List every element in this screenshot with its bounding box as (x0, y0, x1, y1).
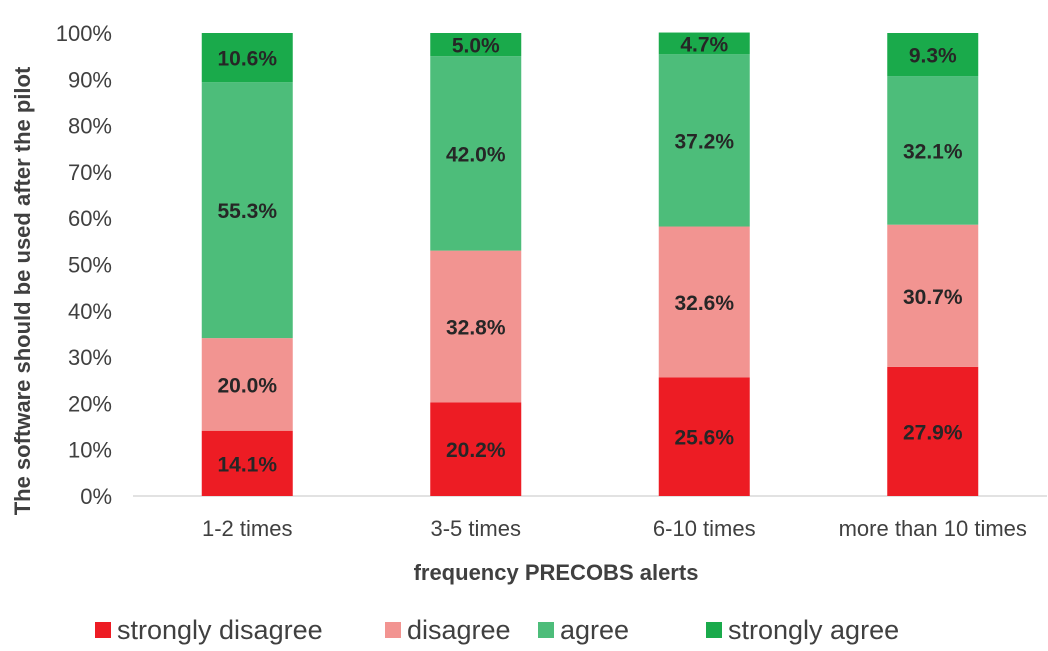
y-tick-label: 60% (68, 206, 112, 231)
legend-swatch (538, 622, 554, 638)
data-label: 30.7% (903, 286, 963, 309)
data-label: 20.0% (217, 374, 277, 397)
bar-segment (430, 56, 522, 251)
y-tick-label: 10% (68, 438, 112, 463)
bar-segment (201, 82, 293, 339)
data-label: 5.0% (452, 35, 500, 58)
bar-segment (658, 226, 750, 378)
x-tick-label: 1-2 times (202, 516, 292, 541)
bar-segment (658, 377, 750, 496)
y-tick-label: 40% (68, 299, 112, 324)
data-label: 32.1% (903, 140, 963, 163)
bars: 14.1% 20.0% 55.3% 10.6% 20.2% 32.8% 42.0% 5.0% 2… (201, 32, 979, 496)
data-label: 42.0% (446, 143, 506, 166)
y-tick-label: 30% (68, 345, 112, 370)
bar-segment (430, 402, 522, 496)
data-label: 55.3% (217, 200, 277, 223)
data-label: 9.3% (909, 45, 957, 68)
legend-label: disagree (407, 615, 511, 645)
bar-segment (430, 250, 522, 403)
data-label: 20.2% (446, 439, 506, 462)
bar-segment (430, 33, 522, 57)
y-tick-label: 0% (80, 484, 112, 509)
data-label: 27.9% (903, 421, 963, 444)
legend-label: agree (560, 615, 629, 645)
bar-segment (201, 338, 293, 431)
data-label: 25.6% (674, 427, 734, 450)
data-label: 32.6% (674, 292, 734, 315)
x-axis-ticks: 1-2 times 3-5 times 6-10 times more than 10… (202, 516, 1027, 541)
data-label: 10.6% (217, 48, 277, 71)
data-label: 32.8% (446, 317, 506, 340)
legend-swatch (95, 622, 111, 638)
y-tick-label: 80% (68, 114, 112, 139)
y-tick-label: 50% (68, 253, 112, 278)
legend-swatch (385, 622, 401, 638)
bar-segment (201, 33, 293, 83)
legend-swatch (706, 622, 722, 638)
data-label: 14.1% (217, 453, 277, 476)
y-axis-ticks: 0% 10% 20% 30% 40% 50% 60% 70% 80% 90% 100% (56, 21, 112, 509)
bar-segment (658, 54, 750, 227)
bar-segment (887, 33, 979, 77)
y-tick-label: 20% (68, 391, 112, 416)
legend: strongly disagree disagree agree strongly a… (95, 615, 899, 645)
legend-label: strongly agree (728, 615, 899, 645)
bar-segment (201, 430, 293, 496)
x-tick-label: more than 10 times (839, 516, 1027, 541)
x-axis-title: frequency PRECOBS alerts (414, 560, 699, 585)
data-label: 37.2% (674, 130, 734, 153)
y-axis-title: The software should be used after the pi… (10, 66, 35, 515)
bar-segment (887, 76, 979, 225)
data-label: 4.7% (680, 33, 728, 56)
bar-segment (887, 224, 979, 367)
legend-label: strongly disagree (117, 615, 323, 645)
y-tick-label: 90% (68, 67, 112, 92)
x-tick-label: 3-5 times (431, 516, 521, 541)
y-tick-label: 100% (56, 21, 112, 46)
y-tick-label: 70% (68, 160, 112, 185)
bar-segment (658, 32, 750, 55)
x-tick-label: 6-10 times (653, 516, 756, 541)
bar-segment (887, 366, 979, 496)
